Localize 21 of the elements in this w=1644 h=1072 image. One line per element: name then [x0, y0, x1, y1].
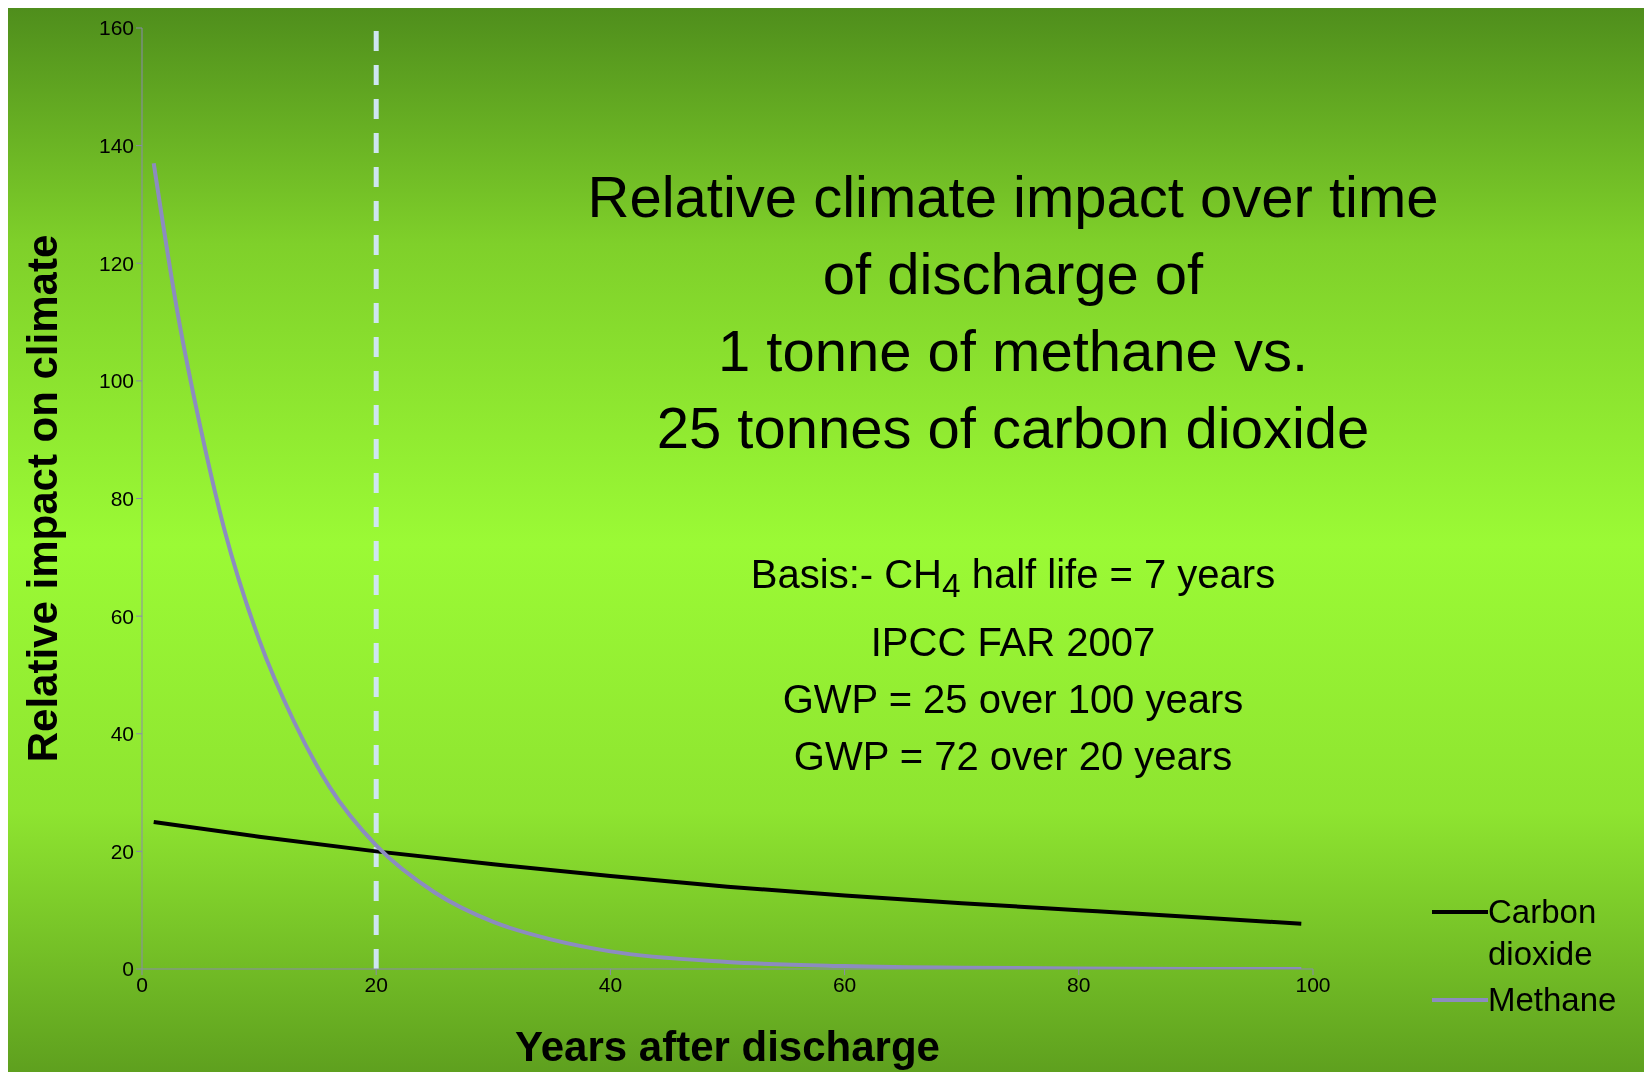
y-tick-label: 40	[110, 722, 134, 746]
x-tick-label: 40	[598, 972, 623, 996]
y-tick-label: 20	[110, 839, 134, 863]
x-axis-title: Years after discharge	[515, 1023, 940, 1070]
annotation: Basis:- CH$_{4}$ half life = 7 years IPCC FAR 2007 GWP = 25 over 100 years GWP = 72 over 20 years	[749, 551, 1277, 780]
y-tick-label: 140	[98, 134, 134, 158]
y-tick-label: 120	[98, 251, 134, 275]
line-series	[151, 819, 1304, 926]
x-tick-label: 60	[832, 972, 857, 996]
legend-label: Methane	[1488, 980, 1617, 1020]
y-axis-title: Relative impact on climate	[18, 234, 66, 763]
x-tick-label: 80	[1067, 972, 1091, 996]
x-tick-label: 100	[1295, 972, 1331, 996]
text: Relative climate impact over time of discharge of 1 tonne of methane vs. 25 tonnes of carbon dioxide	[586, 163, 1440, 462]
y-tick-label: 80	[110, 486, 134, 510]
y-tick-label: 60	[110, 604, 134, 628]
y-tick-label: 0	[122, 957, 134, 981]
legend-label: Carbon dioxide	[1488, 892, 1598, 974]
y-tick-label: 160	[98, 16, 134, 40]
x-tick-label: 20	[364, 972, 388, 996]
y-tick-label: 100	[98, 369, 134, 393]
